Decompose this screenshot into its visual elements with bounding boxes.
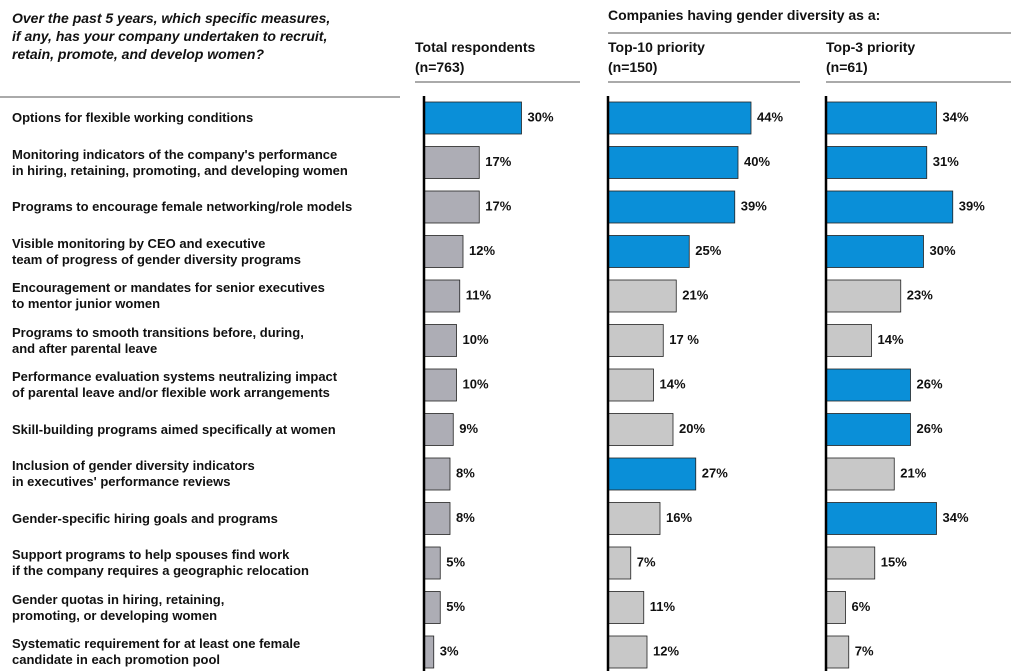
category-label: Systematic requirement for at least one … <box>12 636 301 667</box>
bar <box>607 279 677 313</box>
value-label: 25% <box>695 243 721 258</box>
value-label: 21% <box>682 287 708 302</box>
bar <box>423 235 464 268</box>
value-label: 7% <box>855 643 874 658</box>
value-label: 26% <box>917 376 943 391</box>
bar <box>607 235 690 268</box>
bar <box>825 546 876 580</box>
value-label: 39% <box>741 198 767 213</box>
value-label: 39% <box>959 198 985 213</box>
bar <box>607 324 664 357</box>
category-label: Support programs to help spouses find wo… <box>12 547 309 578</box>
value-label: 16% <box>666 510 692 525</box>
value-label: 20% <box>679 421 705 436</box>
category-label: Gender quotas in hiring, retaining, prom… <box>12 591 225 623</box>
category-label: Visible monitoring by CEO and executive … <box>12 235 301 267</box>
bar <box>607 502 661 535</box>
bar <box>825 235 924 268</box>
bar <box>607 101 752 135</box>
series-name: Top-3 priority (n=61) <box>826 39 916 75</box>
category-label: Encouragement or mandates for senior exe… <box>12 280 325 311</box>
value-label: 23% <box>907 287 933 302</box>
bar <box>607 413 674 446</box>
bar <box>825 457 895 491</box>
value-label: 17% <box>485 198 511 213</box>
value-label: 3% <box>440 643 459 658</box>
value-label: 21% <box>900 465 926 480</box>
value-label: 5% <box>446 554 465 569</box>
bar <box>423 101 522 135</box>
value-label: 34% <box>943 109 969 124</box>
category-label: Skill-building programs aimed specifical… <box>12 421 336 437</box>
value-label: 11% <box>466 287 492 302</box>
value-label: 11% <box>650 599 676 614</box>
bar <box>825 324 872 357</box>
bar <box>423 635 435 669</box>
bar <box>607 368 654 402</box>
bar <box>423 368 457 402</box>
value-label: 10% <box>463 332 489 347</box>
value-label: 31% <box>933 154 959 169</box>
bar <box>423 190 480 224</box>
value-label: 34% <box>943 510 969 525</box>
category-label: Programs to encourage female networking/… <box>12 199 353 214</box>
bar <box>423 413 454 446</box>
value-label: 8% <box>456 465 475 480</box>
series-name: Total respondents (n=763) <box>415 39 536 75</box>
value-label: 6% <box>852 599 871 614</box>
bar <box>607 457 697 491</box>
bar <box>825 146 928 179</box>
bar <box>607 591 645 624</box>
bar <box>423 324 457 357</box>
value-label: 14% <box>660 376 686 391</box>
value-label: 17% <box>485 154 511 169</box>
bar <box>423 146 480 179</box>
bar <box>825 413 911 446</box>
bar <box>825 279 902 313</box>
value-label: 15% <box>881 554 907 569</box>
bar <box>607 546 632 580</box>
value-label: 44% <box>757 109 783 124</box>
category-label: Options for flexible working conditions <box>12 110 254 125</box>
bar <box>825 635 850 669</box>
value-label: 30% <box>930 243 956 258</box>
bar <box>423 457 451 491</box>
category-label: Inclusion of gender diversity indicators… <box>12 458 255 489</box>
bar <box>423 546 441 580</box>
bar <box>607 635 648 669</box>
bar <box>825 591 846 624</box>
value-label: 30% <box>528 109 554 124</box>
bar <box>423 502 451 535</box>
bar <box>423 279 461 313</box>
bar <box>607 190 736 224</box>
bar <box>825 190 954 224</box>
bar <box>607 146 739 179</box>
bar <box>825 101 937 135</box>
group-label: Companies having gender diversity as a: <box>608 7 881 23</box>
value-label: 17 % <box>669 332 699 347</box>
category-label: Programs to smooth transitions before, d… <box>12 324 304 356</box>
category-label: Performance evaluation systems neutraliz… <box>12 369 338 400</box>
series-name: Top-10 priority (n=150) <box>608 39 705 75</box>
value-label: 5% <box>446 599 465 614</box>
value-label: 10% <box>463 376 489 391</box>
value-label: 12% <box>653 643 679 658</box>
category-label: Gender-specific hiring goals and program… <box>12 510 278 526</box>
bar <box>825 502 937 535</box>
value-label: 12% <box>469 243 495 258</box>
value-label: 14% <box>878 332 904 347</box>
value-label: 40% <box>744 154 770 169</box>
chart-title: Over the past 5 years, which specific me… <box>12 10 331 62</box>
bar <box>423 591 441 624</box>
value-label: 26% <box>917 421 943 436</box>
category-label: Monitoring indicators of the company's p… <box>12 146 348 178</box>
value-label: 27% <box>702 465 728 480</box>
value-label: 9% <box>459 421 478 436</box>
value-label: 8% <box>456 510 475 525</box>
bar <box>825 368 911 402</box>
value-label: 7% <box>637 554 656 569</box>
